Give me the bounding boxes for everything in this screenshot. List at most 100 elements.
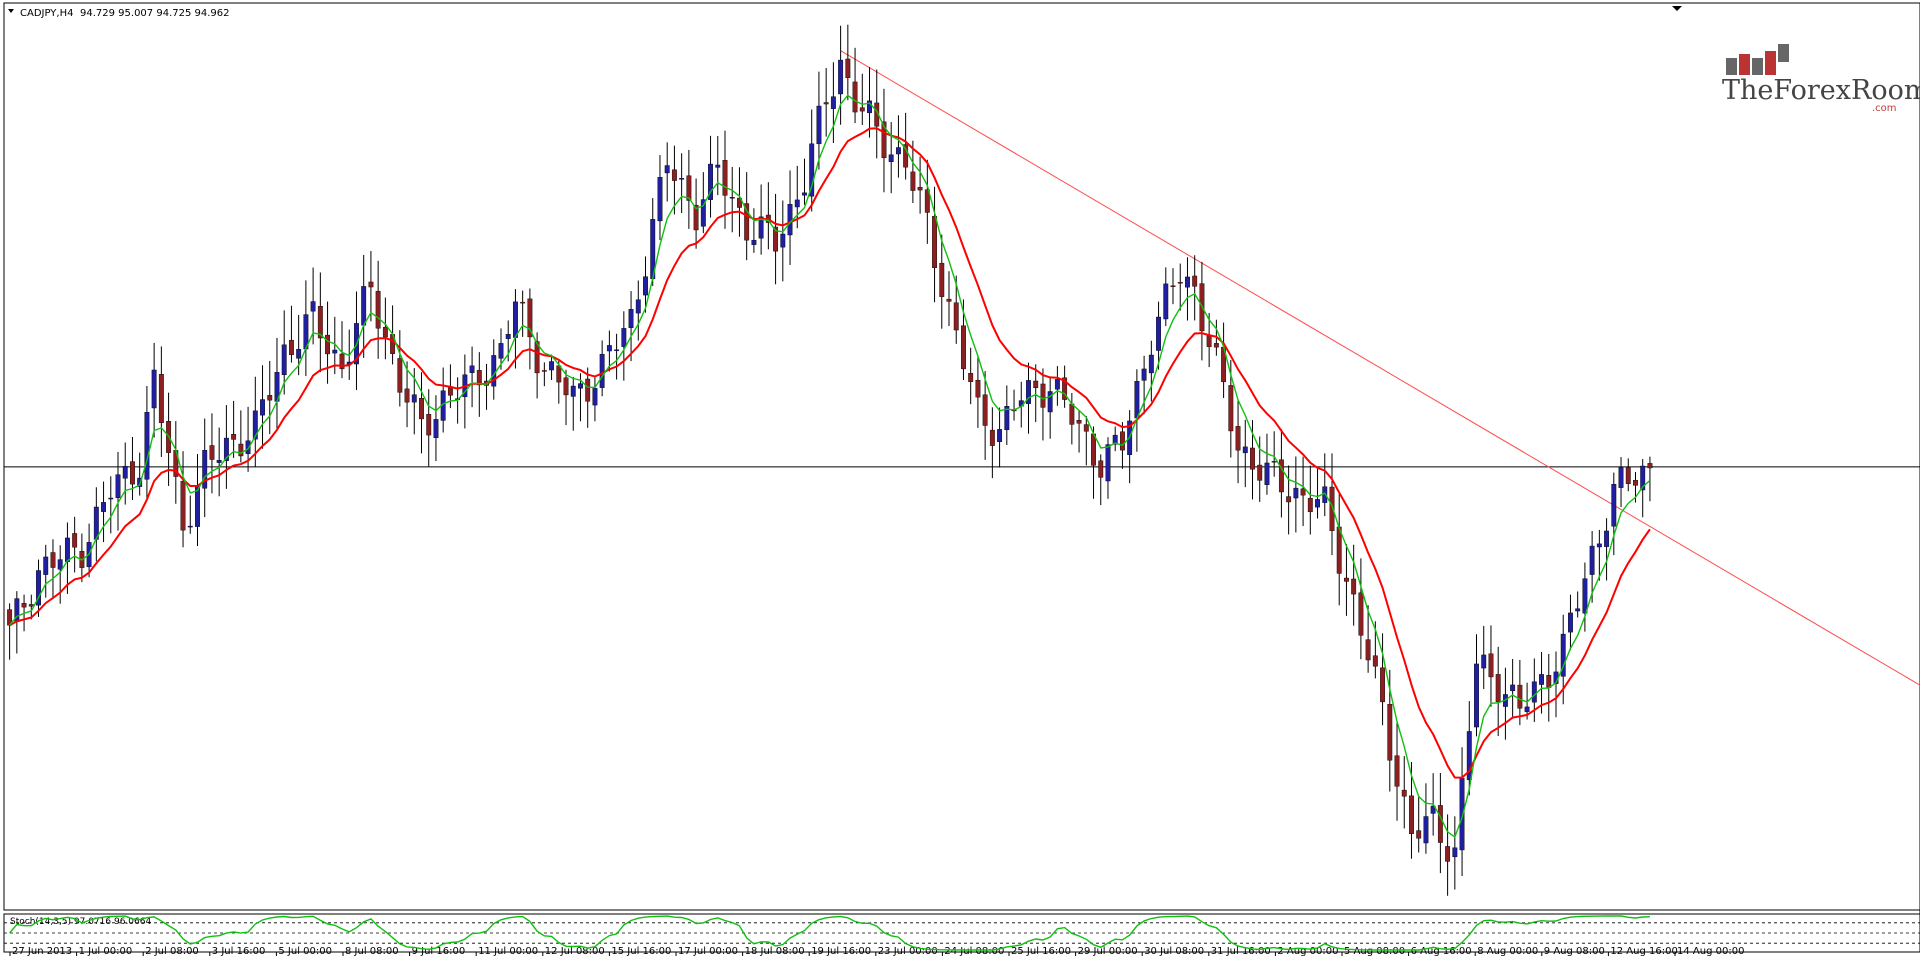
candle-body-124 <box>903 144 909 168</box>
candle-body-94 <box>686 175 692 201</box>
logo-bar-5 <box>1778 44 1789 62</box>
candle-207 <box>1502 667 1508 740</box>
candle-body-147 <box>1069 403 1075 425</box>
candle-body-87 <box>635 299 641 314</box>
candle-79 <box>578 373 583 422</box>
candle-body-99 <box>722 160 728 196</box>
x-tick-label-12: 19 Jul 16:00 <box>811 946 871 956</box>
candle-193 <box>1401 756 1407 829</box>
candle-68 <box>498 328 504 370</box>
candle-29 <box>216 427 222 497</box>
candle-body-52 <box>382 327 388 338</box>
candle-220 <box>1596 529 1602 581</box>
candle-body-111 <box>809 143 815 197</box>
candle-23 <box>173 421 179 504</box>
candle-body-178 <box>1293 487 1299 499</box>
current-price-line-group: 94.962 <box>4 466 1920 468</box>
candle-217 <box>1575 591 1581 618</box>
candle-135 <box>982 371 988 460</box>
candle-18 <box>137 452 143 496</box>
candle-body-50 <box>368 281 374 288</box>
candle-202 <box>1466 701 1472 796</box>
candle-44 <box>325 301 331 384</box>
candle-body-97 <box>708 163 713 200</box>
candle-body-169 <box>1228 385 1234 432</box>
candle-97 <box>708 135 713 218</box>
candle-body-180 <box>1307 497 1313 513</box>
candle-body-187 <box>1358 592 1364 636</box>
candle-6 <box>50 539 56 599</box>
candle-body-84 <box>614 349 620 351</box>
candle-body-152 <box>1105 444 1111 482</box>
candle-body-225 <box>1633 479 1638 486</box>
candle-128 <box>932 186 937 303</box>
candle-body-51 <box>375 290 381 329</box>
candle-body-221 <box>1604 530 1610 547</box>
candle-body-188 <box>1365 639 1371 661</box>
candle-38 <box>281 310 287 395</box>
x-tick-label-3: 3 Jul 16:00 <box>212 946 266 956</box>
candle-198 <box>1437 772 1443 874</box>
candle-body-144 <box>1047 391 1053 413</box>
candle-body-132 <box>961 325 966 370</box>
candle-190 <box>1380 633 1386 726</box>
candle-116 <box>845 24 851 101</box>
candle-21 <box>158 346 164 457</box>
candle-body-95 <box>693 204 699 231</box>
candle-body-164 <box>1192 275 1198 287</box>
candle-body-212 <box>1539 674 1544 685</box>
candle-body-80 <box>585 378 591 402</box>
candle-body-183 <box>1329 486 1335 531</box>
x-tick-label-15: 25 Jul 16:00 <box>1011 946 1071 956</box>
candle-165 <box>1199 261 1205 361</box>
candle-body-59 <box>433 419 439 438</box>
candle-178 <box>1293 456 1299 533</box>
candle-25 <box>187 495 193 534</box>
candle-122 <box>888 122 894 194</box>
candle-body-112 <box>816 105 822 145</box>
candle-66 <box>484 363 489 410</box>
candle-body-203 <box>1474 663 1479 728</box>
candle-117 <box>852 47 858 124</box>
candle-body-193 <box>1401 789 1407 797</box>
logo-bar-2 <box>1739 54 1750 75</box>
candle-body-43 <box>317 306 323 339</box>
candle-219 <box>1589 531 1595 603</box>
candle-body-69 <box>505 334 511 339</box>
candle-99 <box>722 130 728 229</box>
candle-body-128 <box>932 215 937 269</box>
candle-86 <box>628 291 634 362</box>
candle-194 <box>1409 762 1414 859</box>
candle-body-176 <box>1278 459 1284 493</box>
x-tick-label-5: 8 Jul 08:00 <box>345 946 399 956</box>
candle-body-79 <box>578 383 583 389</box>
x-tick-label-4: 5 Jul 00:00 <box>278 946 332 956</box>
candle-body-179 <box>1300 488 1306 496</box>
candle-111 <box>809 109 815 212</box>
candle-119 <box>867 67 872 138</box>
candle-body-197 <box>1430 805 1436 814</box>
candle-59 <box>433 395 439 462</box>
candle-91 <box>664 142 670 202</box>
candle-20 <box>151 342 157 438</box>
x-tick-label-13: 23 Jul 00:00 <box>878 946 938 956</box>
candle-body-2 <box>21 603 27 608</box>
candle-211 <box>1531 658 1537 722</box>
candle-body-40 <box>296 349 302 359</box>
candle-body-32 <box>238 443 244 457</box>
candle-50 <box>368 251 374 322</box>
chevron-down-icon[interactable] <box>8 9 14 13</box>
candle-body-115 <box>838 59 844 95</box>
candle-123 <box>895 115 901 178</box>
candle-body-209 <box>1517 684 1523 709</box>
x-tick-label-1: 1 Jul 00:00 <box>79 946 133 956</box>
candle-212 <box>1539 652 1544 714</box>
candle-body-8 <box>64 537 70 562</box>
x-tick-label-22: 8 Aug 00:00 <box>1477 946 1538 956</box>
candle-body-213 <box>1546 675 1552 688</box>
candle-146 <box>1062 365 1068 408</box>
candle-144 <box>1047 377 1053 439</box>
candle-32 <box>238 410 244 463</box>
candle-body-65 <box>476 370 482 386</box>
candle-14 <box>108 476 114 534</box>
